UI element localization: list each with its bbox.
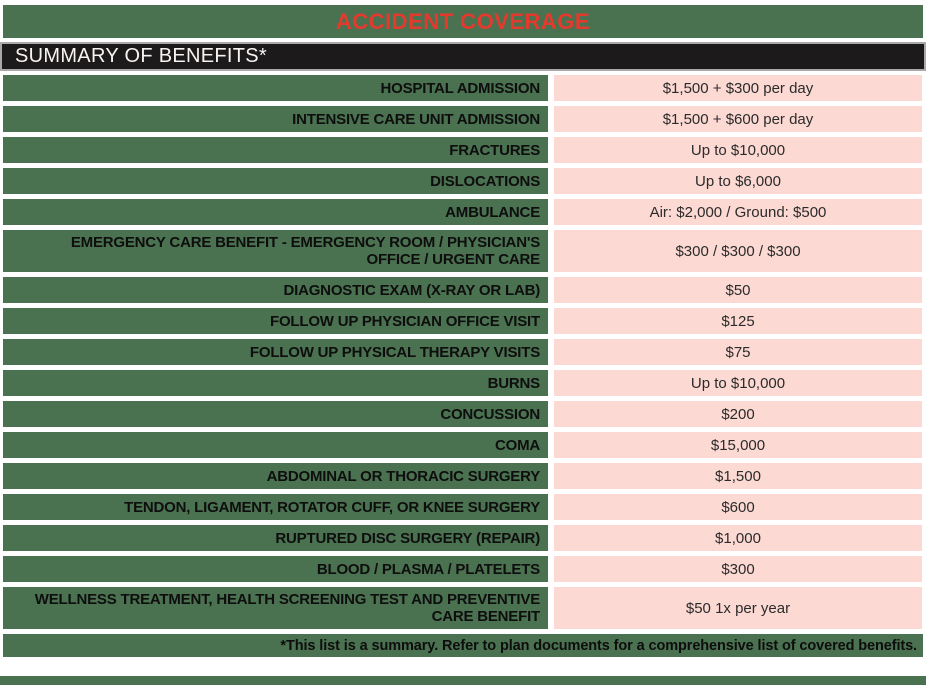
benefit-label-cell: FOLLOW UP PHYSICAL THERAPY VISITS — [3, 339, 548, 365]
benefit-value-cell: $200 — [554, 401, 922, 427]
section-subtitle: SUMMARY OF BENEFITS* — [15, 45, 267, 67]
benefit-value-cell: $75 — [554, 339, 922, 365]
benefit-value-cell: Up to $10,000 — [554, 370, 922, 396]
table-row: HOSPITAL ADMISSION $1,500 + $300 per day — [3, 75, 922, 101]
benefit-label-cell: BURNS — [3, 370, 548, 396]
benefit-label-cell: BLOOD / PLASMA / PLATELETS — [3, 556, 548, 582]
benefit-label-cell: FRACTURES — [3, 137, 548, 163]
table-row: INTENSIVE CARE UNIT ADMISSION $1,500 + $… — [3, 106, 922, 132]
table-row: RUPTURED DISC SURGERY (REPAIR) $1,000 — [3, 525, 922, 551]
table-row: BURNS Up to $10,000 — [3, 370, 922, 396]
table-row: DIAGNOSTIC EXAM (X-RAY OR LAB) $50 — [3, 277, 922, 303]
table-row: FOLLOW UP PHYSICIAN OFFICE VISIT $125 — [3, 308, 922, 334]
benefit-value-cell: $1,500 + $300 per day — [554, 75, 922, 101]
benefit-label-cell: FOLLOW UP PHYSICIAN OFFICE VISIT — [3, 308, 548, 334]
table-row: WELLNESS TREATMENT, HEALTH SCREENING TES… — [3, 587, 922, 629]
benefit-label-cell: DIAGNOSTIC EXAM (X-RAY OR LAB) — [3, 277, 548, 303]
benefit-label-cell: RUPTURED DISC SURGERY (REPAIR) — [3, 525, 548, 551]
benefits-table: HOSPITAL ADMISSION $1,500 + $300 per day… — [0, 75, 926, 629]
table-row: BLOOD / PLASMA / PLATELETS $300 — [3, 556, 922, 582]
benefit-label-cell: TENDON, LIGAMENT, ROTATOR CUFF, OR KNEE … — [3, 494, 548, 520]
benefit-label-cell: ABDOMINAL OR THORACIC SURGERY — [3, 463, 548, 489]
table-row: FOLLOW UP PHYSICAL THERAPY VISITS $75 — [3, 339, 922, 365]
benefit-label-cell: COMA — [3, 432, 548, 458]
disclaimer-text: *This list is a summary. Refer to plan d… — [280, 637, 917, 654]
benefit-value-cell: $300 — [554, 556, 922, 582]
benefit-label-cell: EMERGENCY CARE BENEFIT - EMERGENCY ROOM … — [3, 230, 548, 272]
benefit-label-cell: CONCUSSION — [3, 401, 548, 427]
benefit-value-cell: $1,500 — [554, 463, 922, 489]
benefit-value-cell: $1,000 — [554, 525, 922, 551]
benefit-label-cell: HOSPITAL ADMISSION — [3, 75, 548, 101]
benefit-value-cell: Air: $2,000 / Ground: $500 — [554, 199, 922, 225]
accident-coverage-header: ACCIDENT COVERAGE — [3, 5, 923, 38]
table-row: TENDON, LIGAMENT, ROTATOR CUFF, OR KNEE … — [3, 494, 922, 520]
footer-disclaimer: *This list is a summary. Refer to plan d… — [3, 634, 923, 657]
page-title: ACCIDENT COVERAGE — [335, 8, 591, 34]
benefit-label-cell: DISLOCATIONS — [3, 168, 548, 194]
benefit-value-cell: $600 — [554, 494, 922, 520]
benefit-value-cell: $15,000 — [554, 432, 922, 458]
benefit-value-cell: $1,500 + $600 per day — [554, 106, 922, 132]
table-row: FRACTURES Up to $10,000 — [3, 137, 922, 163]
table-row: AMBULANCE Air: $2,000 / Ground: $500 — [3, 199, 922, 225]
benefit-label-cell: INTENSIVE CARE UNIT ADMISSION — [3, 106, 548, 132]
benefit-label-cell: WELLNESS TREATMENT, HEALTH SCREENING TES… — [3, 587, 548, 629]
benefit-value-cell: Up to $6,000 — [554, 168, 922, 194]
benefit-value-cell: Up to $10,000 — [554, 137, 922, 163]
benefit-label-cell: AMBULANCE — [3, 199, 548, 225]
benefit-value-cell: $300 / $300 / $300 — [554, 230, 922, 272]
table-row: EMERGENCY CARE BENEFIT - EMERGENCY ROOM … — [3, 230, 922, 272]
summary-of-benefits-header: SUMMARY OF BENEFITS* — [0, 42, 926, 71]
bottom-accent-bar — [0, 676, 926, 685]
benefit-value-cell: $125 — [554, 308, 922, 334]
benefit-value-cell: $50 1x per year — [554, 587, 922, 629]
table-row: DISLOCATIONS Up to $6,000 — [3, 168, 922, 194]
table-row: CONCUSSION $200 — [3, 401, 922, 427]
table-row: ABDOMINAL OR THORACIC SURGERY $1,500 — [3, 463, 922, 489]
benefit-value-cell: $50 — [554, 277, 922, 303]
table-row: COMA $15,000 — [3, 432, 922, 458]
